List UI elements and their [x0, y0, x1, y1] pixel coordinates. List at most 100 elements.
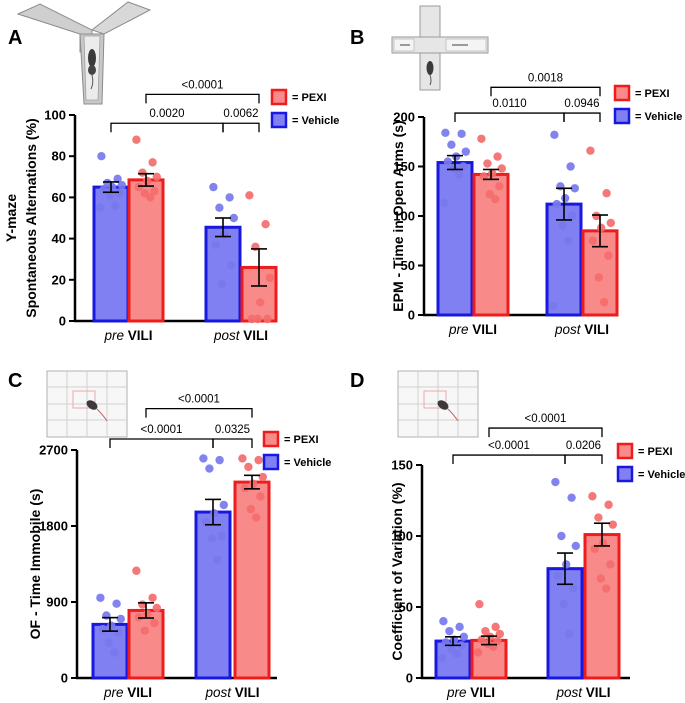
- data-point-pexi: [253, 314, 262, 324]
- bar-vehicle: [436, 161, 474, 317]
- data-point-vehicle: [215, 203, 224, 212]
- legend-swatch-vehicle: [270, 111, 288, 129]
- data-point-vehicle: [566, 162, 575, 171]
- data-point-pexi: [152, 603, 161, 613]
- panel-a-chart: A Y-maze Spontaneous Alternations (%) 0 20 40…: [3, 27, 339, 343]
- y-axis-label: OF - Time Immobile (s): [27, 489, 43, 640]
- data-point-pexi: [588, 236, 597, 245]
- panel-c-chart: C OF - Time Immobile (s) 0 900 1800 2700 pre V…: [8, 370, 331, 700]
- data-point-vehicle: [564, 236, 573, 245]
- data-point-vehicle: [447, 140, 456, 149]
- y-tick-label: 1800: [39, 519, 68, 534]
- data-point-pexi: [596, 574, 605, 583]
- y-axis-label: EPM - Time in Open Arms (s): [390, 120, 406, 311]
- p-value-label: <0.0001: [178, 394, 220, 406]
- x-category-label: pre VILI: [446, 685, 495, 700]
- data-point-pexi: [256, 492, 265, 501]
- legend-swatch-pexi: [262, 430, 280, 448]
- p-value-label: <0.0001: [182, 79, 224, 91]
- data-point-vehicle: [207, 534, 216, 543]
- significance-bracket: [145, 407, 253, 418]
- data-point-vehicle: [561, 193, 570, 203]
- y-axis-label: Coefficient of Variation (%): [389, 482, 405, 660]
- data-point-pexi: [475, 599, 484, 609]
- legend-swatch-vehicle: [262, 453, 280, 471]
- y-tick-label: 0: [59, 314, 66, 329]
- data-point-vehicle: [217, 531, 226, 541]
- legend-label-pexi: = PEXI: [635, 88, 670, 100]
- significance-bracket: [110, 122, 224, 133]
- legend-swatch-pexi: [616, 442, 634, 460]
- data-point-vehicle: [115, 189, 124, 198]
- data-point-vehicle: [227, 261, 236, 270]
- data-point-vehicle: [557, 531, 566, 541]
- y-tick-label: 20: [52, 272, 66, 287]
- data-point-pexi: [604, 251, 613, 260]
- data-point-pexi: [252, 513, 261, 522]
- x-category-label: post VILI: [204, 685, 259, 700]
- data-point-pexi: [606, 560, 615, 569]
- panel-b-chart: B EPM - Time in Open Arms (s)0 50 100 150 200…: [350, 27, 682, 337]
- p-value-label: <0.0001: [141, 424, 183, 436]
- x-category-label: post VILI: [555, 685, 610, 700]
- data-point-pexi: [146, 193, 155, 202]
- p-value-label: 0.0206: [566, 440, 601, 452]
- legend-label-vehicle: = Vehicle: [635, 111, 682, 123]
- data-point-vehicle: [96, 203, 105, 212]
- significance-bracket: [145, 93, 260, 104]
- p-value-label: 0.0946: [564, 98, 599, 110]
- data-point-pexi: [143, 176, 152, 186]
- panel-letter: A: [8, 27, 22, 49]
- data-point-vehicle: [440, 198, 449, 208]
- significance-bracket: [490, 86, 601, 97]
- data-point-pexi: [606, 218, 615, 228]
- y-tick-label: 100: [393, 209, 415, 224]
- bar-pexi: [583, 533, 621, 680]
- data-point-pexi: [602, 189, 611, 198]
- p-value-label: 0.0020: [149, 108, 184, 120]
- legend-swatch-pexi: [613, 84, 631, 102]
- significance-bracket: [488, 427, 603, 438]
- data-point-pexi: [148, 158, 157, 167]
- data-point-vehicle: [219, 500, 228, 510]
- data-point-vehicle: [110, 648, 119, 657]
- data-point-pexi: [477, 635, 486, 644]
- p-value-label: 0.0062: [223, 108, 258, 120]
- panel-d-chart: D Coefficient of Variation (%)0 50 100 150 pr…: [350, 370, 685, 700]
- data-point-vehicle: [550, 130, 559, 140]
- legend-label-pexi: = PEXI: [292, 92, 327, 104]
- data-point-pexi: [481, 626, 490, 636]
- bar-pexi: [127, 178, 165, 323]
- data-point-vehicle: [457, 641, 466, 650]
- data-point-vehicle: [439, 617, 448, 626]
- y-tick-label: 50: [399, 600, 413, 615]
- bar-pexi: [127, 608, 165, 680]
- data-point-vehicle: [571, 541, 580, 551]
- data-point-vehicle: [445, 626, 454, 636]
- y-tick-label: 40: [52, 231, 66, 246]
- significance-bracket: [563, 112, 601, 123]
- data-point-pexi: [491, 194, 500, 204]
- data-point-vehicle: [567, 493, 576, 502]
- data-point-pexi: [594, 513, 603, 522]
- y-axis-label: Y-maze: [3, 194, 19, 242]
- data-point-pexi: [140, 626, 149, 635]
- open-field-apparatus-icon: [46, 370, 128, 438]
- x-category-label: pre VILI: [103, 328, 152, 343]
- panel-letter: D: [350, 370, 364, 392]
- data-point-pexi: [240, 483, 249, 493]
- legend-label-vehicle: = Vehicle: [638, 469, 685, 481]
- data-point-pexi: [249, 479, 258, 488]
- data-point-pexi: [261, 219, 270, 229]
- y-tick-label: 50: [401, 258, 415, 273]
- data-point-vehicle: [552, 199, 561, 209]
- y-tick-label: 100: [44, 108, 66, 123]
- data-point-vehicle: [96, 593, 105, 602]
- data-point-pexi: [245, 191, 254, 200]
- data-point-pexi: [592, 211, 601, 221]
- data-point-vehicle: [111, 201, 120, 210]
- data-point-vehicle: [570, 184, 579, 193]
- legend-label-vehicle: = Vehicle: [284, 457, 331, 469]
- data-point-pexi: [488, 169, 497, 178]
